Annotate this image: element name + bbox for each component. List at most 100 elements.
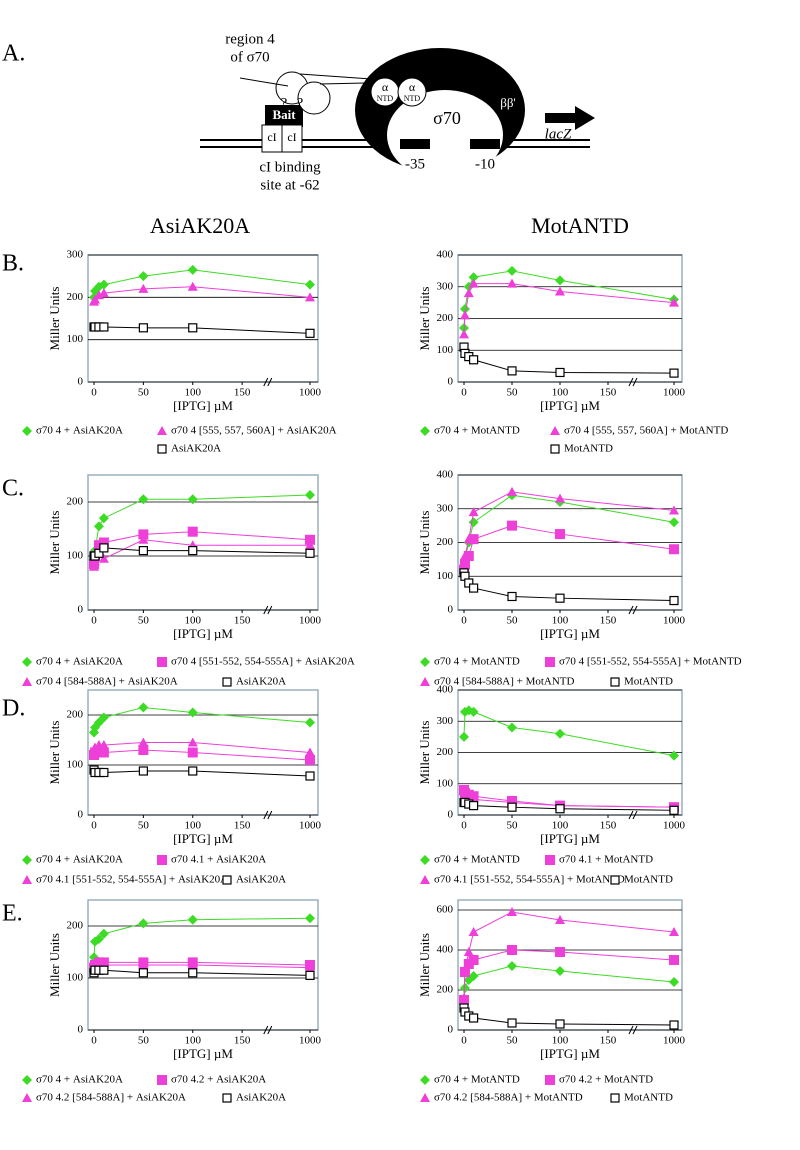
y-tick-label: 0 bbox=[78, 1024, 84, 1036]
series-line bbox=[93, 494, 311, 562]
column-header: AsiAK20A bbox=[150, 213, 250, 238]
marker bbox=[468, 534, 479, 545]
legend-label: σ70 4.2 + MotANTD bbox=[559, 1074, 653, 1086]
legend-marker bbox=[157, 657, 167, 667]
marker bbox=[555, 947, 565, 957]
legend-marker bbox=[22, 1075, 32, 1085]
legend-label: σ70 4 + MotANTD bbox=[434, 425, 520, 437]
series-line bbox=[463, 709, 675, 757]
x-tick-label: 1000 bbox=[299, 1035, 322, 1047]
marker bbox=[469, 1013, 479, 1023]
legend-label: σ70 4 [584-588A] + MotANTD bbox=[434, 676, 575, 688]
series-line bbox=[93, 539, 310, 567]
marker bbox=[669, 595, 679, 606]
x-tick-label: 100 bbox=[552, 820, 569, 832]
diagram-label: -10 bbox=[475, 156, 495, 172]
marker bbox=[188, 545, 198, 556]
marker bbox=[187, 914, 198, 925]
tether bbox=[299, 73, 386, 81]
x-tick-label: 1000 bbox=[299, 387, 322, 399]
marker bbox=[138, 702, 149, 713]
legend-label: σ70 4.2 [584-588A] + MotANTD bbox=[434, 1092, 583, 1104]
y-tick-label: 200 bbox=[67, 496, 84, 508]
marker bbox=[463, 551, 474, 561]
legend-marker bbox=[222, 677, 232, 687]
plot-frame bbox=[87, 254, 319, 383]
legend-marker bbox=[22, 657, 32, 667]
panel-label: C. bbox=[2, 476, 24, 502]
legend-marker bbox=[22, 677, 32, 686]
y-tick-label: 300 bbox=[67, 249, 84, 261]
legend-marker bbox=[420, 426, 430, 436]
marker bbox=[507, 961, 517, 971]
marker bbox=[305, 292, 315, 302]
y-axis-title: Miller Units bbox=[417, 933, 432, 997]
series-line bbox=[463, 525, 675, 570]
x-tick-label: 50 bbox=[507, 615, 519, 627]
legend-marker bbox=[420, 1075, 430, 1085]
axis-break bbox=[628, 1025, 638, 1035]
legend-marker bbox=[22, 1093, 32, 1102]
y-tick-label: 0 bbox=[78, 809, 84, 821]
marker bbox=[305, 913, 315, 924]
axis-break bbox=[628, 810, 638, 820]
marker bbox=[459, 551, 470, 560]
marker bbox=[89, 742, 100, 752]
y-tick-label: 200 bbox=[437, 312, 454, 324]
x-tick-label: 100 bbox=[184, 820, 201, 832]
y-tick-label: 600 bbox=[437, 904, 454, 916]
marker bbox=[187, 281, 198, 291]
marker bbox=[138, 545, 148, 556]
marker bbox=[669, 368, 679, 378]
panel-label: E. bbox=[2, 901, 23, 927]
y-tick-label: 300 bbox=[437, 502, 454, 514]
legend-label: σ70 4 + AsiAK20A bbox=[36, 1074, 123, 1086]
marker bbox=[305, 540, 315, 550]
y-tick-label: 300 bbox=[437, 715, 454, 727]
marker bbox=[188, 766, 198, 776]
marker bbox=[138, 494, 149, 505]
y-axis-title: Miller Units bbox=[417, 721, 432, 785]
x-tick-label: 50 bbox=[138, 387, 150, 399]
region4 bbox=[297, 81, 331, 115]
marker bbox=[468, 278, 479, 288]
y-tick-label: 400 bbox=[437, 249, 454, 261]
series-line bbox=[463, 572, 675, 602]
diagram-label: ββ' bbox=[500, 95, 516, 110]
marker bbox=[669, 544, 679, 555]
diagram-label: NTD bbox=[377, 94, 394, 103]
marker bbox=[555, 275, 565, 286]
series-line bbox=[463, 965, 675, 1003]
diagram-label: region 4 bbox=[225, 31, 275, 47]
x-tick-label: 100 bbox=[552, 1035, 569, 1047]
marker bbox=[669, 805, 679, 815]
marker bbox=[305, 328, 315, 338]
axis-break bbox=[263, 377, 273, 387]
marker bbox=[459, 983, 470, 993]
marker bbox=[138, 918, 149, 929]
legend-label: AsiAK20A bbox=[236, 1092, 286, 1104]
arrow bbox=[545, 106, 595, 130]
marker bbox=[98, 928, 109, 939]
diagram-label: -35 bbox=[405, 156, 425, 172]
marker bbox=[669, 750, 679, 761]
y-tick-label: 0 bbox=[448, 376, 454, 388]
x-axis-title: [IPTG] µM bbox=[173, 626, 233, 641]
y-tick-label: 100 bbox=[437, 570, 454, 582]
marker bbox=[98, 537, 109, 548]
x-tick-label: 150 bbox=[600, 615, 617, 627]
marker bbox=[459, 993, 469, 1002]
legend-marker bbox=[610, 1093, 620, 1103]
y-tick-label: 100 bbox=[437, 344, 454, 356]
x-tick-label: 100 bbox=[552, 615, 569, 627]
axis-break bbox=[628, 377, 638, 387]
legend-label: σ70 4 + MotANTD bbox=[434, 854, 520, 866]
x-axis-title: [IPTG] µM bbox=[540, 398, 600, 413]
x-tick-label: 50 bbox=[138, 1035, 150, 1047]
marker bbox=[468, 706, 479, 717]
diagram-label: σ70 bbox=[433, 108, 461, 128]
marker bbox=[98, 712, 109, 723]
y-tick-label: 100 bbox=[437, 777, 454, 789]
x-axis-title: [IPTG] µM bbox=[173, 398, 233, 413]
legend-marker bbox=[420, 855, 430, 865]
